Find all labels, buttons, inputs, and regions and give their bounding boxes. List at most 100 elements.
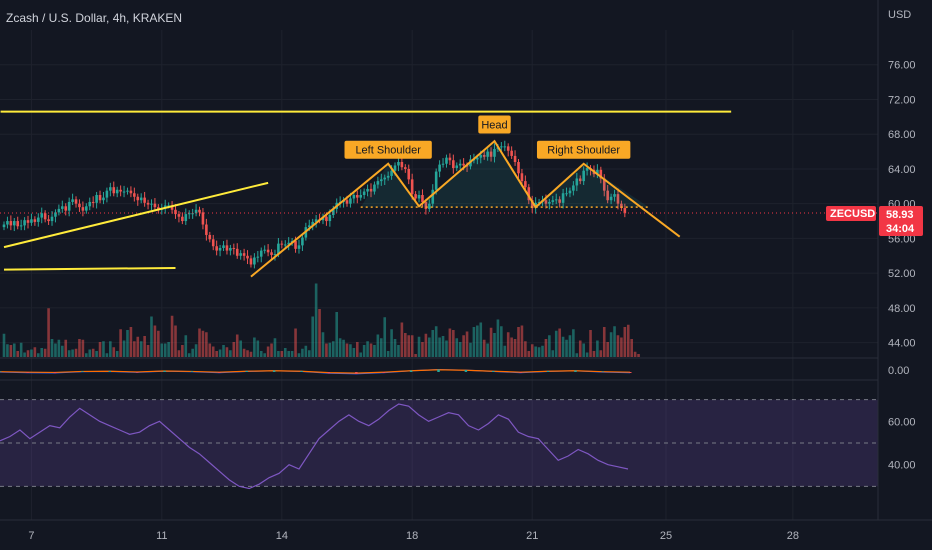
candle-body[interactable]	[520, 173, 524, 182]
candle-body[interactable]	[246, 255, 249, 259]
candle-body[interactable]	[352, 195, 356, 199]
candle-body[interactable]	[102, 197, 105, 201]
candle-body[interactable]	[328, 214, 332, 222]
candle-body[interactable]	[493, 148, 496, 157]
candle-body[interactable]	[582, 170, 585, 182]
candle-body[interactable]	[122, 191, 126, 193]
head-and-shoulders-line[interactable]	[250, 139, 681, 278]
candle-body[interactable]	[530, 200, 534, 209]
candle-body[interactable]	[609, 196, 613, 201]
candle-body[interactable]	[431, 189, 435, 204]
candle-body[interactable]	[222, 245, 225, 248]
candle-body[interactable]	[596, 169, 599, 175]
candle-body[interactable]	[561, 193, 565, 203]
candle-body[interactable]	[434, 171, 438, 190]
candle-body[interactable]	[205, 224, 208, 235]
candle-body[interactable]	[256, 256, 260, 258]
candle-body[interactable]	[517, 162, 520, 174]
candle-body[interactable]	[417, 195, 421, 199]
candle-body[interactable]	[578, 178, 582, 182]
candle-body[interactable]	[115, 189, 119, 194]
rsi-pane[interactable]: 60.00 40.00	[0, 399, 916, 490]
candle-body[interactable]	[157, 207, 160, 210]
candle-body[interactable]	[602, 178, 606, 191]
candle-body[interactable]	[105, 190, 109, 198]
candle-body[interactable]	[585, 168, 589, 171]
candle-body[interactable]	[266, 249, 270, 253]
candle-body[interactable]	[85, 206, 88, 211]
candle-body[interactable]	[355, 195, 359, 198]
candle-body[interactable]	[2, 224, 6, 228]
candle-body[interactable]	[67, 201, 71, 211]
candle-body[interactable]	[43, 213, 47, 220]
candle-body[interactable]	[146, 202, 150, 205]
candle-body[interactable]	[91, 201, 95, 203]
candle-body[interactable]	[153, 203, 157, 208]
candle-body[interactable]	[551, 200, 555, 202]
candle-body[interactable]	[37, 217, 40, 222]
candle-body[interactable]	[229, 247, 232, 251]
candle-body[interactable]	[126, 190, 129, 192]
candle-body[interactable]	[503, 146, 507, 148]
candle-body[interactable]	[119, 189, 122, 192]
candle-body[interactable]	[359, 195, 363, 198]
candle-body[interactable]	[325, 216, 328, 222]
candle-body[interactable]	[486, 151, 489, 157]
candle-body[interactable]	[16, 221, 20, 227]
candle-body[interactable]	[71, 199, 74, 202]
candle-body[interactable]	[613, 194, 616, 197]
candle-body[interactable]	[133, 193, 136, 197]
candle-body[interactable]	[280, 243, 284, 245]
candle-body[interactable]	[455, 165, 459, 169]
candle-body[interactable]	[301, 237, 304, 246]
candle-body[interactable]	[242, 253, 246, 256]
candle-body[interactable]	[249, 258, 253, 265]
price-axis[interactable]: 76.0072.0068.0064.0060.0056.0052.0048.00…	[888, 60, 916, 350]
candle-body[interactable]	[544, 200, 548, 204]
candle-body[interactable]	[61, 206, 64, 209]
candle-body[interactable]	[599, 169, 603, 179]
candle-body[interactable]	[349, 198, 352, 204]
candle-body[interactable]	[407, 168, 411, 180]
candle-body[interactable]	[64, 206, 68, 211]
candle-body[interactable]	[297, 245, 301, 249]
candle-body[interactable]	[277, 243, 280, 255]
candle-body[interactable]	[57, 208, 61, 213]
candle-body[interactable]	[23, 220, 26, 226]
candle-body[interactable]	[448, 157, 452, 161]
candle-body[interactable]	[441, 163, 445, 165]
candle-body[interactable]	[558, 199, 561, 203]
candle-body[interactable]	[548, 201, 551, 204]
candle-body[interactable]	[187, 213, 191, 215]
candle-body[interactable]	[476, 157, 479, 160]
candle-body[interactable]	[424, 201, 428, 209]
candle-body[interactable]	[208, 234, 212, 240]
candle-body[interactable]	[390, 170, 393, 176]
candle-body[interactable]	[294, 241, 297, 249]
candle-body[interactable]	[428, 203, 431, 209]
candle-body[interactable]	[452, 160, 455, 169]
candle-body[interactable]	[314, 219, 318, 222]
candle-body[interactable]	[458, 163, 462, 166]
candle-body[interactable]	[253, 257, 256, 265]
candle-body[interactable]	[376, 181, 380, 185]
time-axis[interactable]: 7 11 14 18 21 25 28	[28, 530, 799, 542]
candle-body[interactable]	[150, 203, 153, 205]
drawing-lines[interactable]	[0, 110, 732, 278]
candle-body[interactable]	[232, 247, 236, 249]
candle-body[interactable]	[143, 197, 146, 203]
price-candles[interactable]	[0, 140, 878, 269]
candle-body[interactable]	[194, 209, 198, 214]
candle-body[interactable]	[40, 213, 44, 218]
candle-body[interactable]	[6, 221, 9, 225]
candle-body[interactable]	[524, 181, 527, 188]
candle-body[interactable]	[201, 212, 205, 225]
candle-body[interactable]	[575, 178, 579, 186]
candle-body[interactable]	[174, 209, 177, 215]
candle-body[interactable]	[191, 213, 194, 215]
candle-body[interactable]	[331, 208, 335, 215]
candle-body[interactable]	[88, 201, 92, 207]
oscillator-pane[interactable]: 0.00	[0, 365, 909, 377]
candle-body[interactable]	[33, 219, 37, 222]
